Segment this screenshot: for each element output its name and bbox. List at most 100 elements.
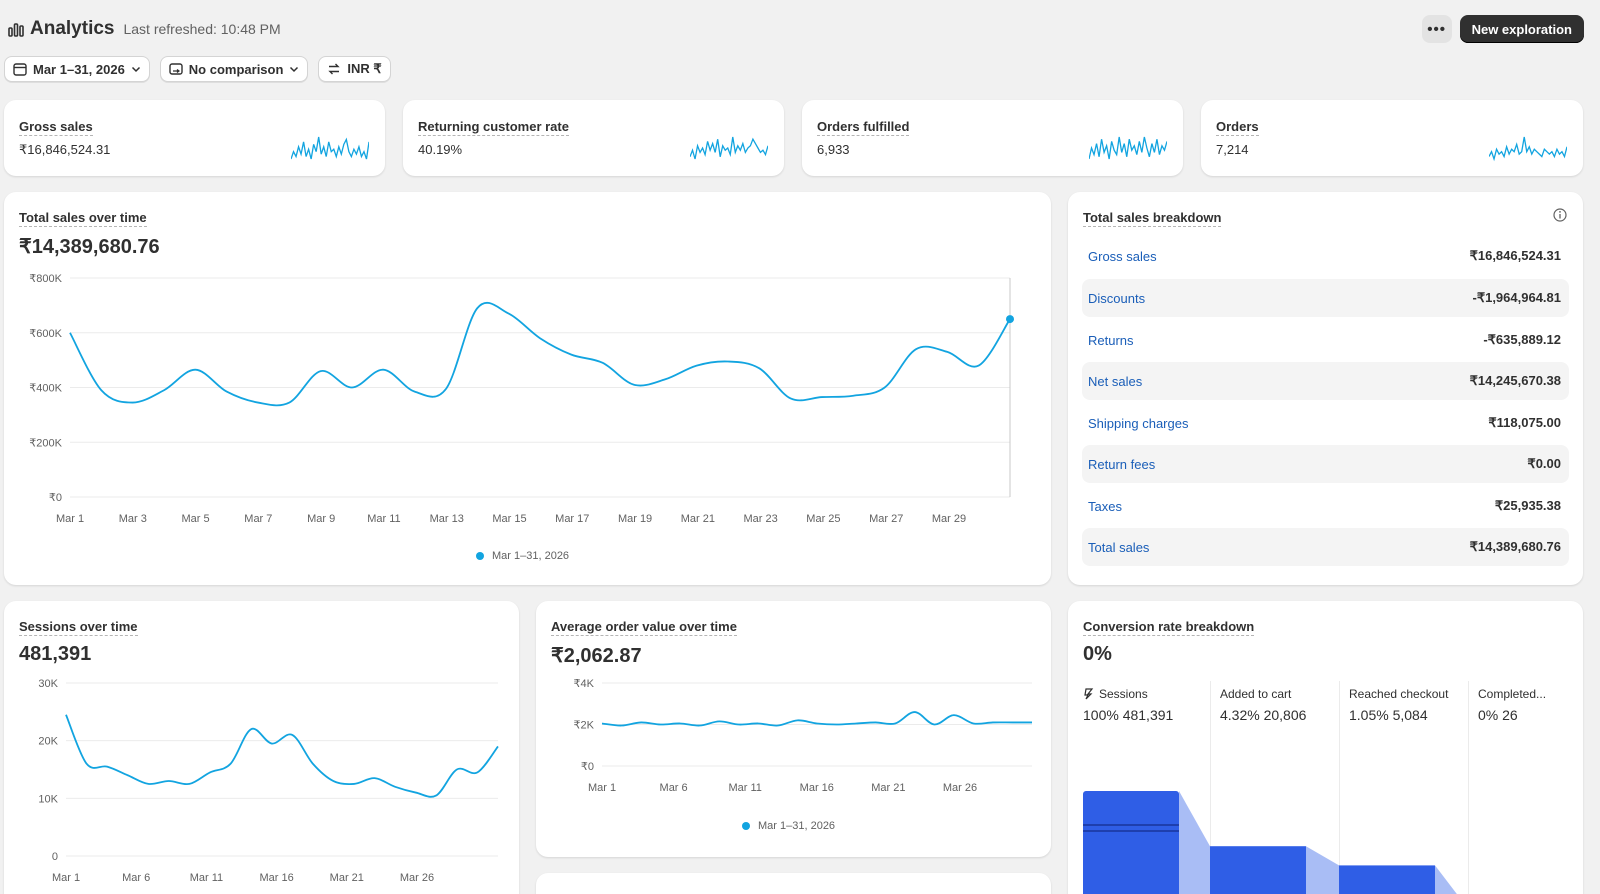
- breakdown-row-net-sales[interactable]: Net sales ₹14,245,670.38: [1082, 362, 1569, 400]
- date-range-label: Mar 1–31, 2026: [33, 61, 125, 77]
- kpi-label: Orders fulfilled: [817, 119, 910, 136]
- kpi-label: Returning customer rate: [418, 119, 569, 136]
- breakdown-row-discounts[interactable]: Discounts -₹1,964,964.81: [1082, 279, 1569, 317]
- breakdown-label[interactable]: Shipping charges: [1088, 415, 1189, 431]
- breakdown-row-taxes[interactable]: Taxes ₹25,935.38: [1082, 487, 1569, 525]
- last-refreshed: Last refreshed: 10:48 PM: [123, 21, 281, 37]
- kpi-card-orders[interactable]: Orders 7,214: [1201, 100, 1583, 176]
- breakdown-label[interactable]: Return fees: [1088, 456, 1156, 472]
- legend-dot: [742, 822, 750, 830]
- sparkline-series: [690, 136, 768, 160]
- sessions-card: 0 10K 20K 30K Mar 1 Mar 6 Mar 11 Mar 16 Mar 21 Ma…: [4, 601, 519, 894]
- x-tick-label: Mar 11: [190, 872, 223, 884]
- card-title[interactable]: Total sales breakdown: [1083, 210, 1222, 227]
- x-tick-label: Mar 7: [244, 513, 272, 525]
- x-tick-label: Mar 15: [492, 513, 526, 525]
- card-title[interactable]: Sessions over time: [19, 619, 138, 636]
- kpi-value: 40.19%: [418, 142, 463, 157]
- x-tick-label: Mar 21: [871, 782, 905, 794]
- x-tick-label: Mar 6: [660, 782, 688, 794]
- total-sales-breakdown-card: Total sales breakdown Gross sales ₹16,846…: [1068, 192, 1583, 585]
- funnel-bar: [1339, 865, 1435, 894]
- breakdown-label[interactable]: Returns: [1088, 332, 1134, 348]
- x-tick-label: Mar 17: [555, 513, 589, 525]
- y-tick-label: ₹2K: [574, 720, 595, 732]
- legend-label: Mar 1–31, 2026: [492, 550, 570, 562]
- x-tick-label: Mar 1: [52, 872, 80, 884]
- y-tick-label: ₹800K: [29, 273, 62, 285]
- sessions-chart: 0 10K 20K 30K Mar 1 Mar 6 Mar 11 Mar 16 Mar 21 Ma…: [38, 678, 499, 884]
- sparkline: [291, 136, 369, 160]
- breakdown-label[interactable]: Gross sales: [1088, 248, 1157, 264]
- breakdown-row-returns[interactable]: Returns -₹635,889.12: [1082, 321, 1569, 359]
- info-icon[interactable]: [1553, 208, 1567, 222]
- currency-label: INR ₹: [347, 61, 382, 76]
- kpi-card-gross-sales[interactable]: Gross sales ₹16,846,524.31: [4, 100, 385, 176]
- top-bar: Analytics Last refreshed: 10:48 PM ••• N…: [8, 14, 1584, 44]
- currency-picker[interactable]: INR ₹: [318, 56, 391, 82]
- funnel-stage-stat: 100% 481,391: [1083, 707, 1174, 723]
- x-tick-label: Mar 26: [400, 872, 434, 884]
- x-tick-label: Mar 16: [800, 782, 834, 794]
- y-tick-label: ₹4K: [574, 678, 595, 690]
- series-line: [65, 714, 499, 798]
- series-line: [69, 302, 1011, 407]
- x-tick-label: Mar 16: [259, 872, 293, 884]
- y-tick-label: 0: [52, 851, 58, 863]
- funnel-chart: [1083, 791, 1457, 894]
- page-title: Analytics: [30, 18, 115, 39]
- legend-label: Mar 1–31, 2026: [758, 820, 836, 832]
- comparison-picker[interactable]: No comparison: [159, 56, 309, 82]
- kpi-card-orders-fulfilled[interactable]: Orders fulfilled 6,933: [802, 100, 1183, 176]
- kpi-card-returning-customer-rate[interactable]: Returning customer rate 40.19%: [403, 100, 784, 176]
- breakdown-value: -₹1,964,964.81: [1472, 290, 1561, 305]
- chart-legend: Mar 1–31, 2026: [742, 820, 835, 832]
- x-tick-label: Mar 3: [119, 513, 147, 525]
- more-icon: •••: [1427, 20, 1446, 38]
- funnel-divider: [1339, 681, 1340, 894]
- card-title[interactable]: Total sales over time: [19, 210, 147, 227]
- funnel-stage-label: Added to cart: [1220, 687, 1292, 701]
- more-actions-button[interactable]: •••: [1421, 15, 1452, 43]
- new-exploration-button[interactable]: New exploration: [1459, 15, 1584, 43]
- kpi-label: Gross sales: [19, 119, 93, 136]
- breakdown-label[interactable]: Total sales: [1088, 539, 1150, 555]
- funnel-stage-completed: Completed... 0% 26: [1478, 687, 1600, 723]
- breakdown-row-shipping-charges[interactable]: Shipping charges ₹118,075.00: [1082, 404, 1569, 442]
- sparkline: [1089, 136, 1167, 160]
- card-value: 481,391: [19, 643, 92, 665]
- breakdown-label[interactable]: Discounts: [1088, 290, 1146, 306]
- x-tick-label: Mar 6: [122, 872, 150, 884]
- breakdown-row-gross-sales[interactable]: Gross sales ₹16,846,524.31: [1082, 237, 1569, 275]
- breakdown-row-total-sales[interactable]: Total sales ₹14,389,680.76: [1082, 528, 1569, 566]
- date-range-picker[interactable]: Mar 1–31, 2026: [4, 56, 150, 82]
- breakdown-value: ₹25,935.38: [1494, 498, 1561, 513]
- card-value: 0%: [1083, 643, 1112, 665]
- card-title[interactable]: Conversion rate breakdown: [1083, 619, 1255, 636]
- x-tick-label: Mar 27: [869, 513, 903, 525]
- sessions-icon: [1084, 688, 1094, 700]
- y-tick-label: ₹400K: [29, 383, 62, 395]
- filter-bar: Mar 1–31, 2026 No comparison INR ₹: [4, 56, 391, 82]
- series-line: [601, 711, 1032, 727]
- x-tick-label: Mar 19: [618, 513, 652, 525]
- chart-legend: Mar 1–31, 2026: [476, 550, 569, 562]
- x-tick-label: Mar 21: [330, 872, 364, 884]
- y-tick-label: ₹0: [581, 761, 594, 773]
- card-title[interactable]: Average order value over time: [551, 619, 737, 636]
- total-sales-card: ₹0 ₹200K ₹400K ₹600K ₹800K Mar 1 Mar 3 Mar 5 Mar…: [4, 192, 1051, 585]
- card-value: ₹2,062.87: [551, 645, 642, 667]
- breakdown-label[interactable]: Taxes: [1088, 498, 1122, 514]
- breakdown-value: ₹0.00: [1527, 456, 1561, 471]
- total-sales-chart: ₹0 ₹200K ₹400K ₹600K ₹800K Mar 1 Mar 3 Mar 5 Mar…: [29, 273, 1014, 525]
- breakdown-value: ₹118,075.00: [1488, 415, 1561, 430]
- chevron-down-icon: [290, 66, 299, 73]
- aov-card: ₹0 ₹2K ₹4K Mar 1 Mar 6 Mar 11 Mar 16 Mar 21 Mar …: [536, 601, 1051, 857]
- funnel-stage-stat: 0% 26: [1478, 707, 1518, 723]
- next-card: [536, 873, 1051, 894]
- breakdown-label[interactable]: Net sales: [1088, 373, 1143, 389]
- funnel-stage-label: Completed...: [1478, 687, 1547, 701]
- x-tick-label: Mar 21: [681, 513, 715, 525]
- kpi-label: Orders: [1216, 119, 1259, 136]
- breakdown-row-return-fees[interactable]: Return fees ₹0.00: [1082, 445, 1569, 483]
